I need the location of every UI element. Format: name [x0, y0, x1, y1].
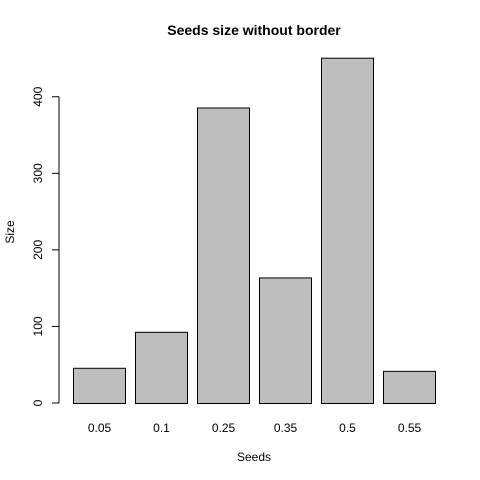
x-tick-labels: 0.05 0.1 0.25 0.35 0.5 0.55 [88, 421, 422, 435]
bar [197, 107, 250, 405]
bars-group [73, 57, 436, 405]
bar [135, 331, 188, 404]
x-tick-label: 0.05 [88, 421, 112, 435]
x-tick-label: 0.35 [274, 421, 298, 435]
x-axis-label: Seeds [237, 450, 271, 464]
bar [321, 57, 374, 405]
x-tick-label: 0.1 [153, 421, 170, 435]
y-tick-label: 0 [31, 399, 45, 406]
y-axis-label: Size [3, 220, 17, 244]
chart-title: Seeds size without border [167, 22, 341, 38]
y-tick-label: 200 [31, 240, 45, 260]
bar [73, 367, 126, 405]
y-tick-label: 300 [31, 163, 45, 183]
x-tick-label: 0.55 [398, 421, 422, 435]
x-tick-label: 0.25 [212, 421, 236, 435]
x-tick-label: 0.5 [339, 421, 356, 435]
y-tick-label: 400 [31, 86, 45, 106]
bar [259, 277, 312, 404]
bar [383, 370, 436, 404]
y-tick-label: 100 [31, 316, 45, 336]
y-axis: 0 100 200 300 400 [31, 86, 60, 406]
